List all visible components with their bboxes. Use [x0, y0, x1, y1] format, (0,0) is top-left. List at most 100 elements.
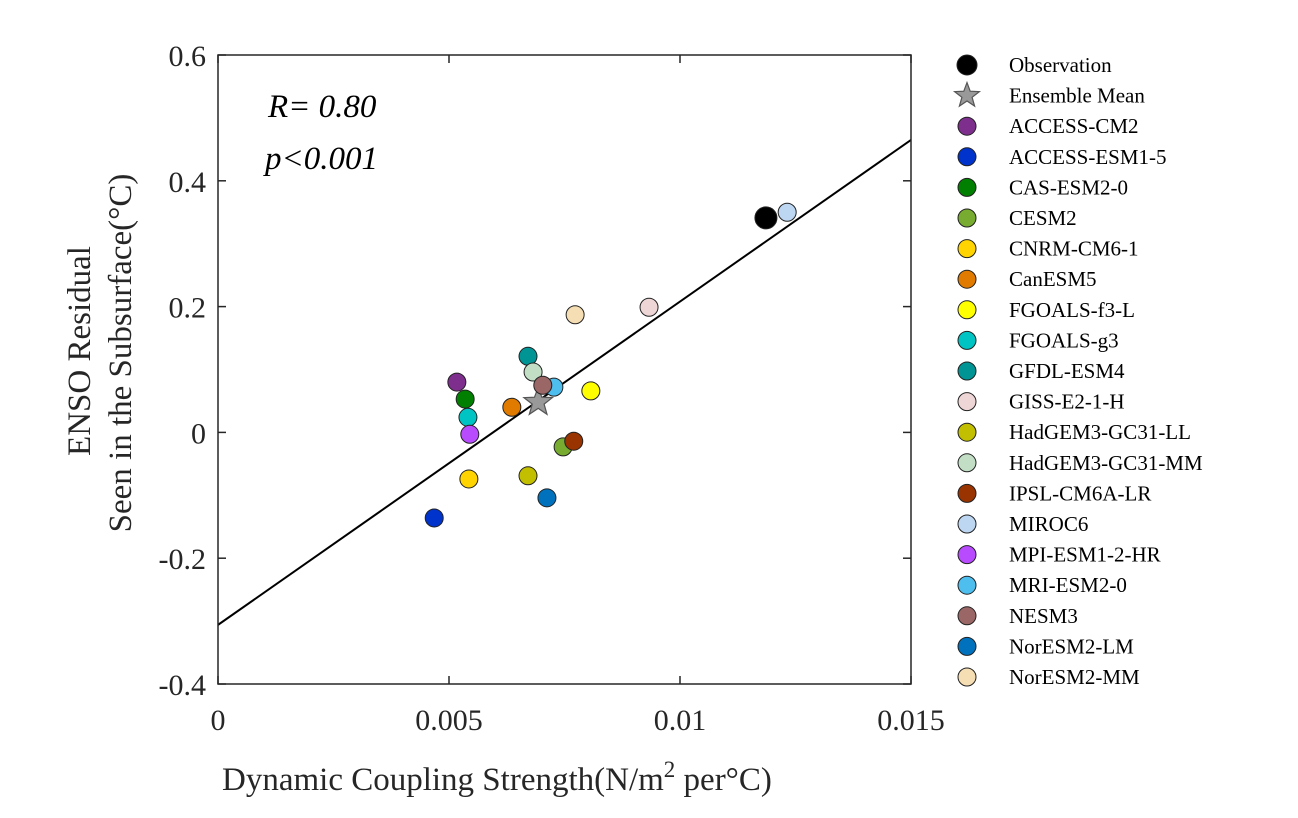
legend: Observation Ensemble Mean ACCESS-CM2 ACCESS…: [952, 53, 1203, 689]
legend-marker: [957, 606, 977, 626]
y-tick-label: 0.2: [169, 292, 207, 325]
data-point-ensemble-mean: [522, 385, 555, 416]
legend-marker: [957, 330, 977, 350]
legend-marker: [957, 483, 977, 503]
legend-label: MIROC6: [1009, 512, 1088, 536]
legend-item: CanESM5: [957, 267, 1097, 291]
legend-marker: [956, 54, 978, 76]
legend-marker: [957, 453, 977, 473]
legend-label: Ensemble Mean: [1009, 84, 1145, 108]
data-point-nesm3: [533, 375, 553, 395]
svg-text:Dynamic Coupling Strength(N/m2: Dynamic Coupling Strength(N/m2 per°C): [222, 757, 772, 798]
legend-label: Observation: [1009, 53, 1112, 77]
data-point-canesm5: [502, 397, 522, 417]
data-point-fgoals-f3-l: [581, 381, 601, 401]
legend-item: MPI-ESM1-2-HR: [957, 543, 1161, 567]
data-point-noresm2-lm: [537, 488, 557, 508]
legend-marker: [957, 116, 977, 136]
data-point-miroc6: [777, 202, 797, 222]
legend-label: MRI-ESM2-0: [1009, 573, 1127, 597]
legend-label: FGOALS-g3: [1009, 328, 1119, 352]
legend-label: CAS-ESM2-0: [1009, 175, 1128, 199]
y-tick-label: 0: [191, 417, 206, 450]
legend-item: HadGEM3-GC31-LL: [957, 420, 1191, 444]
x-axis-title: Dynamic Coupling Strength(N/m2 per°C): [222, 757, 772, 798]
legend-label: NorESM2-MM: [1009, 665, 1140, 689]
data-point-giss-e2-1-h: [639, 297, 659, 317]
data-point-access-cm2: [447, 372, 467, 392]
legend-marker: [957, 147, 977, 167]
legend-label: FGOALS-f3-L: [1009, 298, 1135, 322]
x-axis-title-main: Dynamic Coupling Strength(N/m: [222, 762, 664, 798]
legend-label: GFDL-ESM4: [1009, 359, 1125, 383]
x-tick-label: 0.005: [415, 704, 483, 737]
legend-marker: [957, 545, 977, 565]
legend-label: HadGEM3-GC31-MM: [1009, 451, 1203, 475]
legend-item: FGOALS-f3-L: [957, 298, 1135, 322]
x-axis-title-tail: per°C): [675, 762, 772, 798]
legend-label: CESM2: [1009, 206, 1077, 230]
x-axis-title-superscript: 2: [664, 757, 676, 782]
legend-label: ACCESS-CM2: [1009, 114, 1139, 138]
legend-label: ACCESS-ESM1-5: [1009, 145, 1167, 169]
legend-item: ACCESS-CM2: [957, 114, 1139, 138]
legend-marker: [957, 514, 977, 534]
y-tick-label: 0.4: [169, 166, 207, 199]
x-tick-label: 0: [211, 704, 226, 737]
axes-box: [217, 54, 912, 685]
legend-label: NorESM2-LM: [1009, 634, 1134, 658]
legend-item: IPSL-CM6A-LR: [957, 481, 1151, 505]
legend-item: CNRM-CM6-1: [957, 237, 1139, 261]
data-point-mpi-esm1-2-hr: [460, 424, 480, 444]
legend-label: GISS-E2-1-H: [1009, 390, 1125, 414]
data-point-hadgem3-gc31-ll: [518, 466, 538, 486]
data-point-noresm2-mm: [565, 305, 585, 325]
y-tick-label: 0.6: [169, 40, 207, 73]
legend-marker: [957, 361, 977, 381]
legend-label: MPI-ESM1-2-HR: [1009, 543, 1161, 567]
y-axis-title: ENSO Residual Seen in the Subsurface(°C): [62, 174, 139, 533]
legend-marker: [957, 208, 977, 228]
legend-item: MRI-ESM2-0: [957, 573, 1127, 597]
legend-marker: [957, 392, 977, 412]
legend-marker: [957, 667, 977, 687]
data-point-observation: [754, 206, 778, 230]
legend-marker: [957, 177, 977, 197]
data-point-ipsl-cm6a-lr: [564, 431, 584, 451]
axes: 0 0.005 0.01 0.015 -0.4 -0.2 0 0.2 0.4 0.6: [159, 40, 945, 737]
legend-label: HadGEM3-GC31-LL: [1009, 420, 1191, 444]
legend-item: NESM3: [957, 604, 1078, 628]
annotation-box: R= 0.80 p<0.001: [263, 89, 378, 177]
legend-item: NorESM2-LM: [957, 634, 1134, 658]
data-point-fgoals-g3: [458, 407, 478, 427]
x-tick-label: 0.015: [877, 704, 945, 737]
legend-marker: [957, 575, 977, 595]
x-tick-label: 0.01: [654, 704, 707, 737]
data-point-hadgem3-gc31-mm: [523, 362, 543, 382]
legend-label: NESM3: [1009, 604, 1078, 628]
legend-item: ACCESS-ESM1-5: [957, 145, 1167, 169]
legend-item: NorESM2-MM: [957, 665, 1140, 689]
y-axis-title-line-2: Seen in the Subsurface(°C): [103, 174, 139, 533]
legend-item: Ensemble Mean: [952, 80, 1145, 108]
legend-marker: [957, 300, 977, 320]
regression-line: [217, 139, 912, 626]
legend-label: CanESM5: [1009, 267, 1097, 291]
legend-marker-star: [952, 80, 982, 108]
legend-item: CAS-ESM2-0: [957, 175, 1128, 199]
legend-item: CESM2: [957, 206, 1077, 230]
y-axis-title-line-1: ENSO Residual: [62, 246, 98, 456]
y-tick-label: -0.2: [159, 543, 207, 576]
legend-marker: [957, 239, 977, 259]
annotation-r-value: R= 0.80: [267, 89, 377, 125]
legend-item: FGOALS-g3: [957, 328, 1119, 352]
data-point-access-esm1-5: [424, 508, 444, 528]
legend-label: IPSL-CM6A-LR: [1009, 481, 1151, 505]
legend-item: MIROC6: [957, 512, 1088, 536]
legend-label: CNRM-CM6-1: [1009, 237, 1139, 261]
plot-area: [217, 139, 912, 626]
legend-item: Observation: [956, 53, 1112, 77]
y-tick-label: -0.4: [159, 669, 207, 702]
legend-marker: [957, 269, 977, 289]
